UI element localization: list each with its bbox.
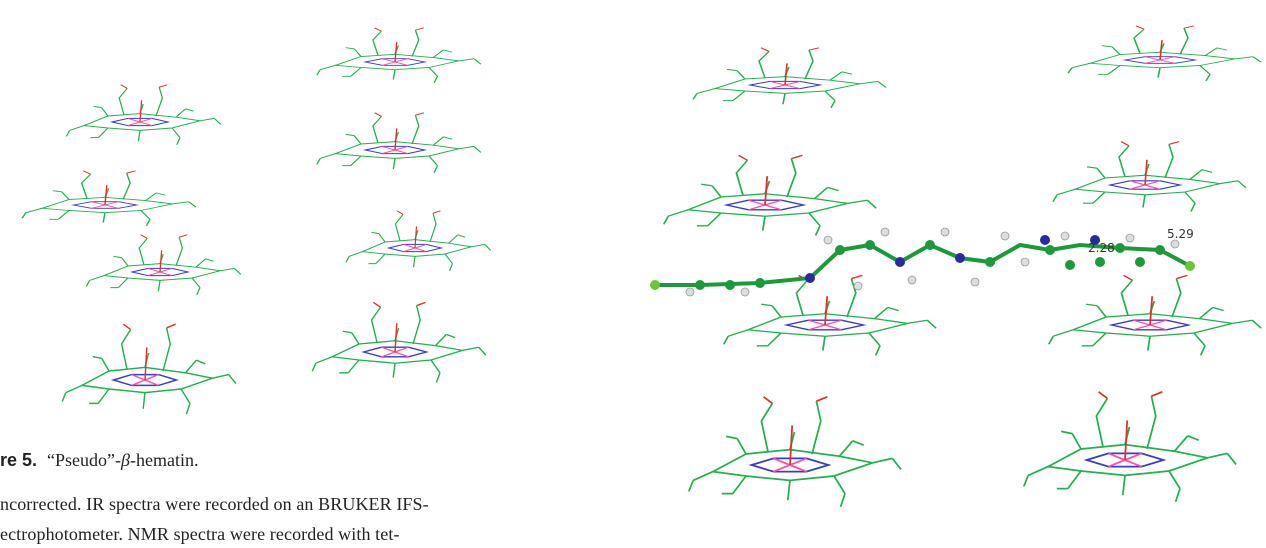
molecule-panel-right (664, 26, 1261, 507)
body-line: ncorrected. IR spectra were recorded on … (0, 494, 429, 515)
caption-label: re 5. (0, 450, 37, 470)
caption-text: “Pseudo”- (47, 450, 121, 470)
figure-caption: re 5. “Pseudo”-β-hematin. (0, 450, 198, 471)
caption-text: -hematin. (130, 450, 198, 470)
distance-label: 2.28 (1088, 241, 1115, 255)
body-line: ectrophotometer. NMR spectra were record… (0, 524, 400, 545)
molecule-panel-left (22, 28, 491, 414)
distance-label: 5.29 (1167, 227, 1194, 241)
ball-and-stick-ligand: 2.28 5.29 (650, 227, 1195, 296)
page: 2.28 5.29 re 5. “Pseudo”-β-hematin. ncorr… (0, 0, 1266, 548)
caption-symbol: β (121, 450, 130, 470)
